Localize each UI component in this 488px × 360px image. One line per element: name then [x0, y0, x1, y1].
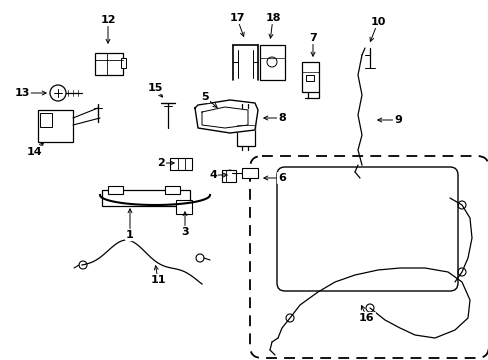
Bar [102, 190, 190, 206]
FancyBboxPatch shape [249, 156, 488, 358]
Bar [108, 186, 123, 194]
Text: 5: 5 [201, 92, 208, 102]
Bar [302, 62, 318, 92]
Text: 9: 9 [393, 115, 401, 125]
Bar [260, 45, 285, 80]
Text: 15: 15 [147, 83, 163, 93]
Text: 12: 12 [100, 15, 116, 25]
Bar [170, 158, 192, 170]
Bar [95, 53, 123, 75]
Text: 1: 1 [126, 230, 134, 240]
Text: 6: 6 [278, 173, 285, 183]
Text: 7: 7 [308, 33, 316, 43]
Bar [121, 58, 126, 68]
Text: 16: 16 [359, 313, 374, 323]
Text: 14: 14 [27, 147, 43, 157]
Bar [38, 110, 73, 142]
Bar [305, 75, 313, 81]
Text: 13: 13 [14, 88, 30, 98]
Text: 3: 3 [181, 227, 188, 237]
Text: 8: 8 [278, 113, 285, 123]
Bar [164, 186, 180, 194]
Bar [222, 170, 236, 182]
Bar [237, 108, 254, 146]
Text: 10: 10 [369, 17, 385, 27]
Bar [242, 168, 258, 178]
Text: 2: 2 [157, 158, 164, 168]
Text: 4: 4 [209, 170, 217, 180]
Text: 18: 18 [264, 13, 280, 23]
Text: 11: 11 [150, 275, 165, 285]
Bar [176, 200, 192, 214]
Text: 17: 17 [229, 13, 244, 23]
Polygon shape [195, 100, 258, 133]
FancyBboxPatch shape [276, 167, 457, 291]
Bar [40, 113, 52, 127]
